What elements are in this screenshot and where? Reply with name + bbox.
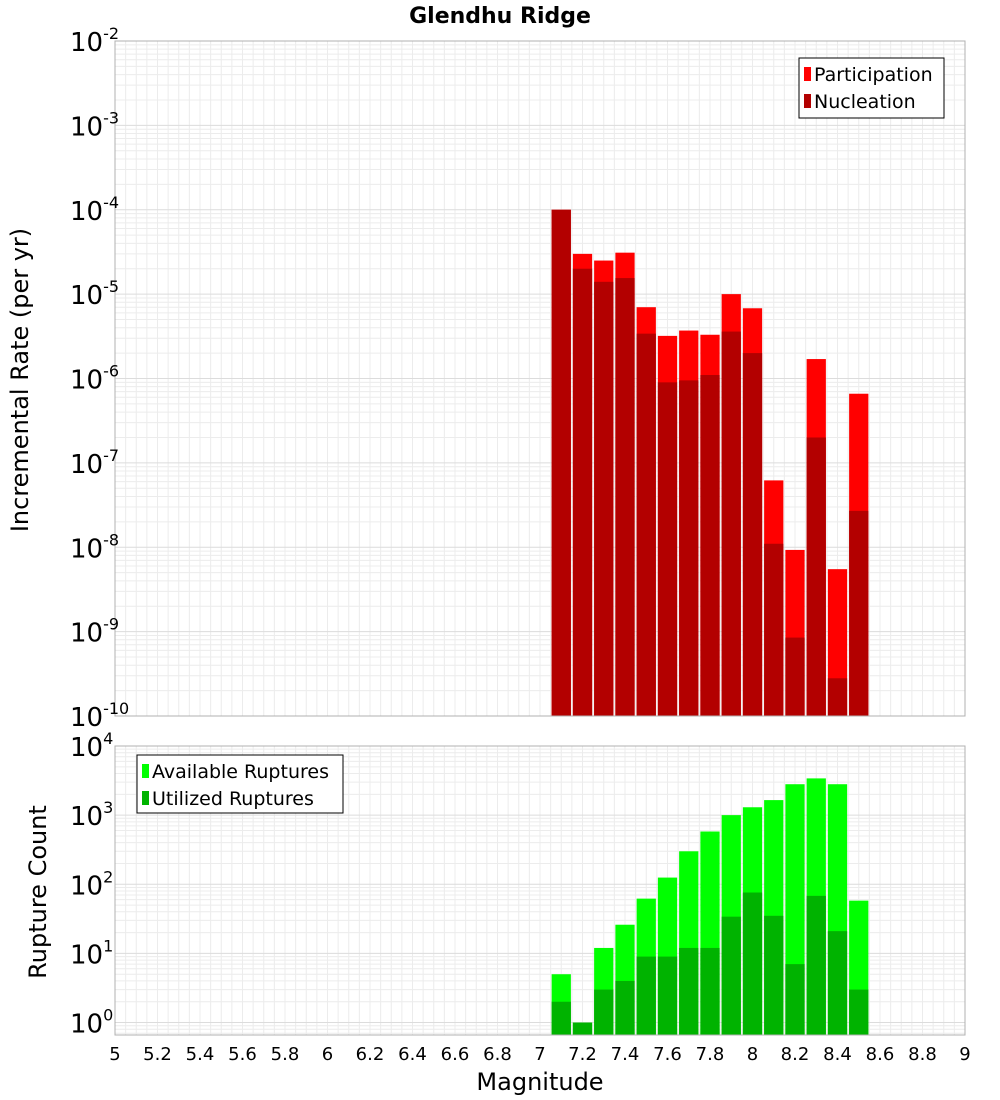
utilized-ruptures-bar <box>636 956 656 1035</box>
nucleation-bar <box>594 281 614 716</box>
legend-swatch <box>804 94 811 108</box>
x-tick-label: 6.2 <box>356 1044 385 1065</box>
top-y-tick-label: 10-10 <box>70 699 129 733</box>
x-tick-label: 8.4 <box>823 1044 852 1065</box>
incremental-rate-plot: 10-10 10-9 10-8 10-7 10-6 10-5 10-4 10-3 10-2 Par… <box>70 24 966 733</box>
bottom-legend: Available Ruptures Utilized Ruptures <box>136 754 344 814</box>
utilized-ruptures-bar <box>827 931 848 1035</box>
x-tick-label: 7.4 <box>611 1044 640 1065</box>
x-tick-label: 6.4 <box>398 1044 427 1065</box>
rupture-count-plot: 100 101 102 103 104 Available Ruptures Utilize… <box>70 729 971 1065</box>
nucleation-bar <box>551 209 571 716</box>
x-tick-label: 9 <box>959 1044 970 1065</box>
x-tick-label: 6.8 <box>483 1044 512 1065</box>
utilized-ruptures-bar <box>551 1001 571 1035</box>
bottom-bars <box>551 778 869 1035</box>
nucleation-bar <box>679 380 699 716</box>
top-bars <box>551 209 869 716</box>
x-tick-label: 8.8 <box>908 1044 937 1065</box>
utilized-ruptures-bar <box>679 947 699 1035</box>
utilized-ruptures-bar <box>615 980 635 1035</box>
top-y-tick-label: 10-6 <box>70 362 119 396</box>
top-legend-box <box>798 57 945 119</box>
utilized-ruptures-bar <box>700 947 720 1035</box>
x-tick-label: 5.8 <box>271 1044 300 1065</box>
top-y-tick-label: 10-2 <box>70 24 119 58</box>
legend-swatch <box>142 791 149 805</box>
bottom-plot-frame <box>114 745 966 1036</box>
nucleation-bar <box>806 437 826 716</box>
nucleation-bar <box>827 678 848 716</box>
chart-title: Glendhu Ridge <box>409 4 591 29</box>
x-ticks: 5 5.2 5.4 5.6 5.8 6 6.2 6.4 6.6 6.8 7 7.2 7.4 7.6 7.8 8… <box>109 1044 970 1065</box>
top-y-tick-label: 10-3 <box>70 108 119 142</box>
x-tick-label: 5.4 <box>186 1044 215 1065</box>
legend-entry-participation: Participation <box>814 64 933 86</box>
x-tick-label: 5.6 <box>228 1044 257 1065</box>
nucleation-bar <box>785 637 805 716</box>
x-tick-label: 7.6 <box>653 1044 682 1065</box>
legend-entry-utilized-ruptures: Utilized Ruptures <box>152 788 314 810</box>
nucleation-bar <box>764 543 784 716</box>
x-tick-label: 6 <box>322 1044 333 1065</box>
top-y-axis-label: Incremental Rate (per yr) <box>6 228 34 532</box>
bottom-y-tick-label: 103 <box>70 798 113 832</box>
bottom-legend-box <box>136 754 344 814</box>
nucleation-bar <box>615 278 635 716</box>
top-plot-frame <box>114 40 966 717</box>
legend-entry-available-ruptures: Available Ruptures <box>152 761 329 783</box>
x-tick-label: 8.2 <box>781 1044 810 1065</box>
bottom-y-tick-label: 101 <box>70 936 113 970</box>
x-tick-label: 8 <box>747 1044 758 1065</box>
utilized-ruptures-bar <box>785 964 805 1035</box>
x-tick-label: 8.6 <box>866 1044 895 1065</box>
x-tick-label: 7 <box>534 1044 545 1065</box>
top-legend: Participation Nucleation <box>798 57 945 119</box>
top-y-ticks: 10-10 10-9 10-8 10-7 10-6 10-5 10-4 10-3 10-2 <box>70 24 129 733</box>
top-y-tick-label: 10-5 <box>70 277 119 311</box>
legend-swatch <box>142 764 149 778</box>
utilized-ruptures-bar <box>572 1022 593 1035</box>
utilized-ruptures-bar <box>849 989 869 1035</box>
nucleation-bar <box>636 333 656 716</box>
x-tick-label: 7.2 <box>568 1044 597 1065</box>
bottom-y-tick-label: 102 <box>70 867 113 901</box>
nucleation-bar <box>572 268 593 716</box>
x-tick-label: 5 <box>109 1044 120 1065</box>
bottom-y-axis-label: Rupture Count <box>24 805 52 979</box>
utilized-ruptures-bar <box>764 915 784 1035</box>
top-y-tick-label: 10-4 <box>70 193 119 227</box>
x-tick-label: 6.6 <box>441 1044 470 1065</box>
top-y-tick-label: 10-9 <box>70 615 119 649</box>
utilized-ruptures-bar <box>594 989 614 1035</box>
top-y-tick-label: 10-8 <box>70 530 119 564</box>
utilized-ruptures-bar <box>721 916 741 1035</box>
nucleation-bar <box>700 375 720 716</box>
utilized-ruptures-bar <box>657 956 678 1035</box>
nucleation-bar <box>742 353 763 716</box>
bottom-y-tick-label: 100 <box>70 1006 113 1040</box>
bottom-y-ticks: 100 101 102 103 104 <box>70 729 113 1040</box>
top-y-tick-label: 10-7 <box>70 446 119 480</box>
nucleation-bar <box>657 382 678 716</box>
bottom-y-tick-label: 104 <box>70 729 113 763</box>
nucleation-bar <box>849 510 869 716</box>
x-tick-label: 7.8 <box>696 1044 725 1065</box>
x-axis-label: Magnitude <box>476 1068 603 1096</box>
x-tick-label: 5.2 <box>143 1044 172 1065</box>
utilized-ruptures-bar <box>742 892 763 1035</box>
legend-entry-nucleation: Nucleation <box>814 91 916 113</box>
legend-swatch <box>804 67 811 81</box>
utilized-ruptures-bar <box>806 895 826 1035</box>
top-grid <box>114 41 966 717</box>
nucleation-bar <box>721 331 741 716</box>
